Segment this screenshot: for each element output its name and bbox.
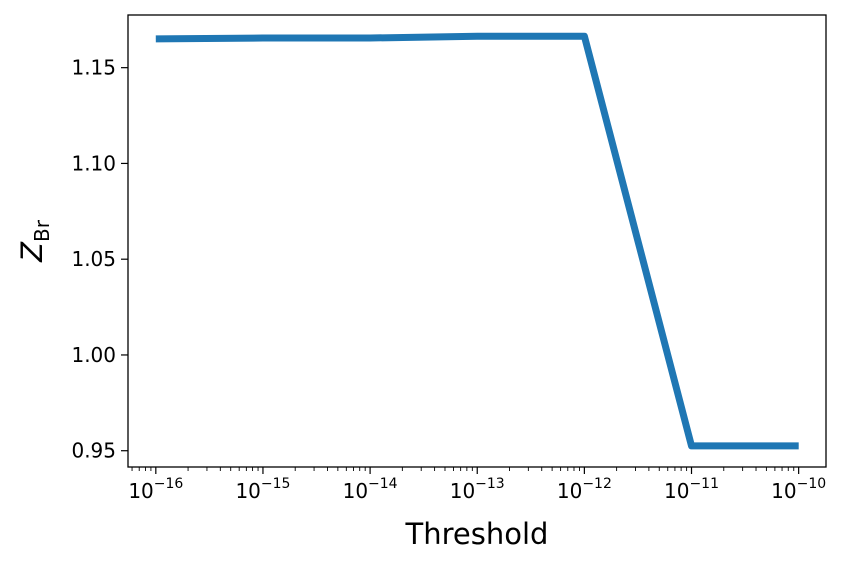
x-tick-label-exponent: −10	[797, 476, 827, 492]
x-tick-label: 10−10	[771, 476, 826, 503]
x-tick-label-base: 10	[128, 479, 153, 503]
y-tick-label: 1.15	[71, 56, 116, 80]
y-tick-label: 1.00	[71, 343, 116, 367]
x-tick-label-exponent: −14	[368, 476, 398, 492]
y-axis-label-base: Z	[15, 241, 49, 263]
axes-frame	[127, 14, 827, 468]
x-tick-label: 10−16	[128, 476, 183, 503]
y-tick-label: 1.10	[71, 151, 116, 175]
y-axis-label-subscript: Br	[30, 219, 54, 242]
y-tick-label: 0.95	[71, 439, 116, 463]
x-tick-label: 10−12	[557, 476, 612, 503]
x-tick-label: 10−15	[235, 476, 290, 503]
x-tick-label-base: 10	[664, 479, 689, 503]
x-tick-label-exponent: −12	[582, 476, 612, 492]
x-tick-label-base: 10	[450, 479, 475, 503]
x-tick-label-base: 10	[771, 479, 796, 503]
axis-ticks: 10−16 10−15 10−14 10−13 10−12 10−11 10−100.951…	[71, 56, 826, 503]
y-axis-label: ZBr	[15, 219, 54, 263]
x-tick-label-base: 10	[557, 479, 582, 503]
x-tick-label-base: 10	[235, 479, 260, 503]
y-tick-label: 1.05	[71, 247, 116, 271]
x-tick-label-exponent: −11	[689, 476, 719, 492]
x-tick-label-exponent: −13	[475, 476, 505, 492]
x-axis-label: Threshold	[405, 517, 549, 551]
x-tick-label: 10−14	[343, 476, 398, 503]
plot-area	[155, 32, 799, 450]
x-tick-label: 10−13	[450, 476, 505, 503]
x-tick-label-exponent: −16	[154, 476, 184, 492]
x-tick-label-exponent: −15	[261, 476, 291, 492]
x-tick-label: 10−11	[664, 476, 719, 503]
x-tick-label-base: 10	[343, 479, 368, 503]
